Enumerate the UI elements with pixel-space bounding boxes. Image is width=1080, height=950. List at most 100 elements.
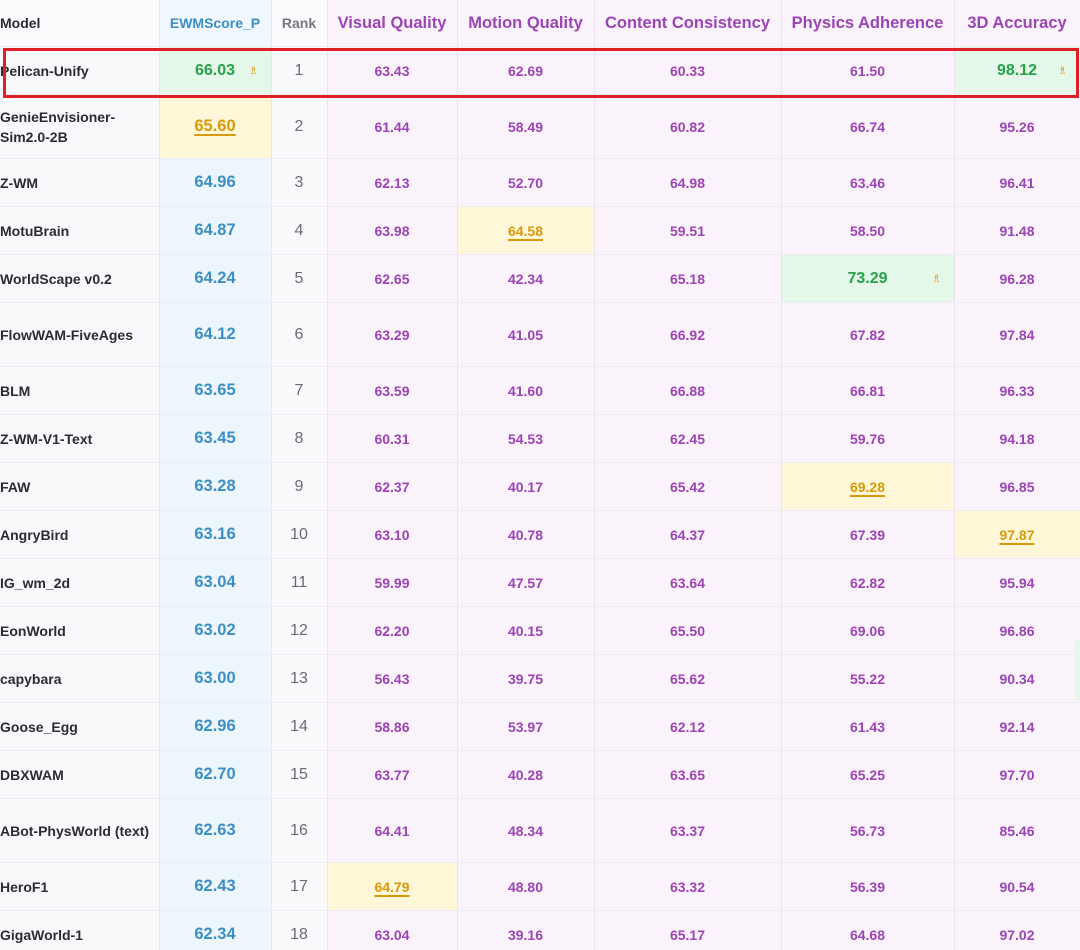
visual-quality-cell-value: 63.59: [374, 382, 410, 399]
rank-cell-value: 1: [294, 61, 304, 79]
visual-quality-cell: 63.59: [327, 366, 458, 415]
physics-adherence-cell: 55.22: [781, 654, 955, 703]
motion-quality-cell: 64.58: [457, 206, 595, 255]
table-row[interactable]: GigaWorld-1 62.34 18 63.04 39.16 65.17 64.68 97…: [0, 910, 1080, 950]
table-row[interactable]: ABot-PhysWorld (text) 62.63 16 64.41 48.34 63…: [0, 798, 1080, 863]
ewmscore-cell-value: 64.96: [194, 173, 236, 191]
column-header-content-consistency[interactable]: Content Consistency: [594, 0, 782, 47]
visual-quality-cell: 61.44: [327, 94, 458, 159]
accuracy-3d-cell-value: 97.70: [999, 766, 1035, 783]
ewmscore-cell: 63.04: [159, 558, 272, 607]
table-row[interactable]: AngryBird 63.16 10 63.10 40.78 64.37 67.39 97.8…: [0, 510, 1080, 559]
column-header-motion-quality[interactable]: Motion Quality: [457, 0, 595, 47]
ewmscore-cell: 64.87: [159, 206, 272, 255]
accuracy-3d-cell: 90.34: [954, 654, 1080, 703]
motion-quality-cell: 54.53: [457, 414, 595, 463]
rank-cell: 9: [271, 462, 328, 511]
ewmscore-cell-value: 62.34: [194, 925, 236, 943]
motion-quality-cell: 58.49: [457, 94, 595, 159]
visual-quality-cell-value: 60.31: [374, 430, 410, 447]
column-header-model[interactable]: Model: [0, 0, 160, 47]
table-row[interactable]: IG_wm_2d 63.04 11 59.99 47.57 63.64 62.82 95.94: [0, 558, 1080, 607]
visual-quality-cell: 63.77: [327, 750, 458, 799]
rank-cell: 5: [271, 254, 328, 303]
column-header-ewmscore[interactable]: EWMScore_P: [159, 0, 272, 47]
ewmscore-cell: 62.43: [159, 862, 272, 911]
ewmscore-cell-value: 63.02: [194, 621, 236, 639]
physics-adherence-cell-value: 56.73: [849, 822, 886, 839]
table-row[interactable]: Z-WM-V1-Text 63.45 8 60.31 54.53 62.45 59.76 94…: [0, 414, 1080, 463]
physics-adherence-cell-value: 64.68: [849, 926, 886, 943]
physics-adherence-cell-value: 61.43: [849, 718, 886, 735]
table-row[interactable]: EonWorld 63.02 12 62.20 40.15 65.50 69.06 96.86: [0, 606, 1080, 655]
physics-adherence-cell: 66.74: [781, 94, 955, 159]
accuracy-3d-cell: 96.86: [954, 606, 1080, 655]
rank-cell-value: 5: [294, 269, 304, 287]
rank-cell-value: 7: [294, 381, 304, 399]
table-row[interactable]: Z-WM 64.96 3 62.13 52.70 64.98 63.46 96.41: [0, 158, 1080, 207]
model-name: WorldScape v0.2: [0, 254, 160, 303]
rank-cell: 10: [271, 510, 328, 559]
accuracy-3d-cell: 90.54: [954, 862, 1080, 911]
table-row[interactable]: Goose_Egg 62.96 14 58.86 53.97 62.12 61.43 92.1…: [0, 702, 1080, 751]
physics-adherence-cell: 69.28: [781, 462, 955, 511]
model-name: HeroF1: [0, 862, 160, 911]
accuracy-3d-cell: 97.70: [954, 750, 1080, 799]
motion-quality-cell-value: 39.75: [507, 670, 544, 687]
table-row[interactable]: HeroF1 62.43 17 64.79 48.80 63.32 56.39 90.54: [0, 862, 1080, 911]
visual-quality-cell: 63.43: [327, 46, 458, 95]
accuracy-3d-cell: 94.18: [954, 414, 1080, 463]
model-name-value: DBXWAM: [0, 766, 64, 783]
table-row[interactable]: DBXWAM 62.70 15 63.77 40.28 63.65 65.25 97.70: [0, 750, 1080, 799]
ewmscore-cell: 63.65: [159, 366, 272, 415]
model-name-value: EonWorld: [0, 622, 66, 639]
rank-cell: 14: [271, 702, 328, 751]
model-name: ABot-PhysWorld (text): [0, 798, 160, 863]
rank-cell-value: 16: [290, 821, 308, 839]
table-row[interactable]: WorldScape v0.2 64.24 5 62.65 42.34 65.18 73.2…: [0, 254, 1080, 303]
rank-cell-value: 9: [294, 477, 304, 495]
visual-quality-cell-value: 61.44: [374, 118, 410, 135]
motion-quality-cell: 48.34: [457, 798, 595, 863]
table-row[interactable]: FAW 63.28 9 62.37 40.17 65.42 69.28 96.85: [0, 462, 1080, 511]
trophy-icon: ♗: [1057, 64, 1068, 77]
model-name-value: Pelican-Unify: [0, 62, 89, 79]
table-row[interactable]: FlowWAM-FiveAges 64.12 6 63.29 41.05 66.92 67.…: [0, 302, 1080, 367]
motion-quality-cell-value: 47.57: [507, 574, 544, 591]
rank-cell: 16: [271, 798, 328, 863]
table-row[interactable]: capybara 63.00 13 56.43 39.75 65.62 55.22 90.34: [0, 654, 1080, 703]
accuracy-3d-cell-value: 95.26: [999, 118, 1035, 135]
accuracy-3d-cell-value: 97.84: [999, 326, 1035, 343]
content-consistency-cell-value: 62.45: [669, 430, 706, 447]
rank-cell: 17: [271, 862, 328, 911]
content-consistency-cell-value: 65.50: [669, 622, 706, 639]
table-row[interactable]: BLM 63.65 7 63.59 41.60 66.88 66.81 96.33: [0, 366, 1080, 415]
table-row[interactable]: MotuBrain 64.87 4 63.98 64.58 59.51 58.50 91.48: [0, 206, 1080, 255]
content-consistency-cell: 62.12: [594, 702, 782, 751]
table-row-selected[interactable]: Pelican-Unify 66.03 ♗ 1 63.43 62.69 60.33 61.50…: [0, 46, 1080, 95]
accuracy-3d-cell-value: 96.33: [999, 382, 1035, 399]
content-consistency-cell: 65.18: [594, 254, 782, 303]
content-consistency-cell-value: 65.62: [669, 670, 706, 687]
motion-quality-cell-value: 53.97: [507, 718, 544, 735]
visual-quality-cell-value: 63.98: [374, 222, 410, 239]
content-consistency-cell-value: 64.37: [669, 526, 706, 543]
content-consistency-cell: 65.42: [594, 462, 782, 511]
model-name: AngryBird: [0, 510, 160, 559]
motion-quality-cell: 40.28: [457, 750, 595, 799]
physics-adherence-cell: 63.46: [781, 158, 955, 207]
accuracy-3d-cell: 85.46: [954, 798, 1080, 863]
content-consistency-cell: 63.64: [594, 558, 782, 607]
rank-cell: 2: [271, 94, 328, 159]
column-header-physics-adherence[interactable]: Physics Adherence: [781, 0, 955, 47]
visual-quality-cell: 60.31: [327, 414, 458, 463]
ewmscore-cell-value: 63.45: [194, 429, 236, 447]
column-header-rank[interactable]: Rank: [271, 0, 328, 47]
accuracy-3d-cell: 96.33: [954, 366, 1080, 415]
model-name: GenieEnvisioner-Sim2.0-2B: [0, 94, 160, 159]
column-header-3d-accuracy[interactable]: 3D Accuracy: [954, 0, 1080, 47]
column-header-visual-quality[interactable]: Visual Quality: [327, 0, 458, 47]
table-row[interactable]: GenieEnvisioner-Sim2.0-2B 65.60 2 61.44 58.4…: [0, 94, 1080, 159]
